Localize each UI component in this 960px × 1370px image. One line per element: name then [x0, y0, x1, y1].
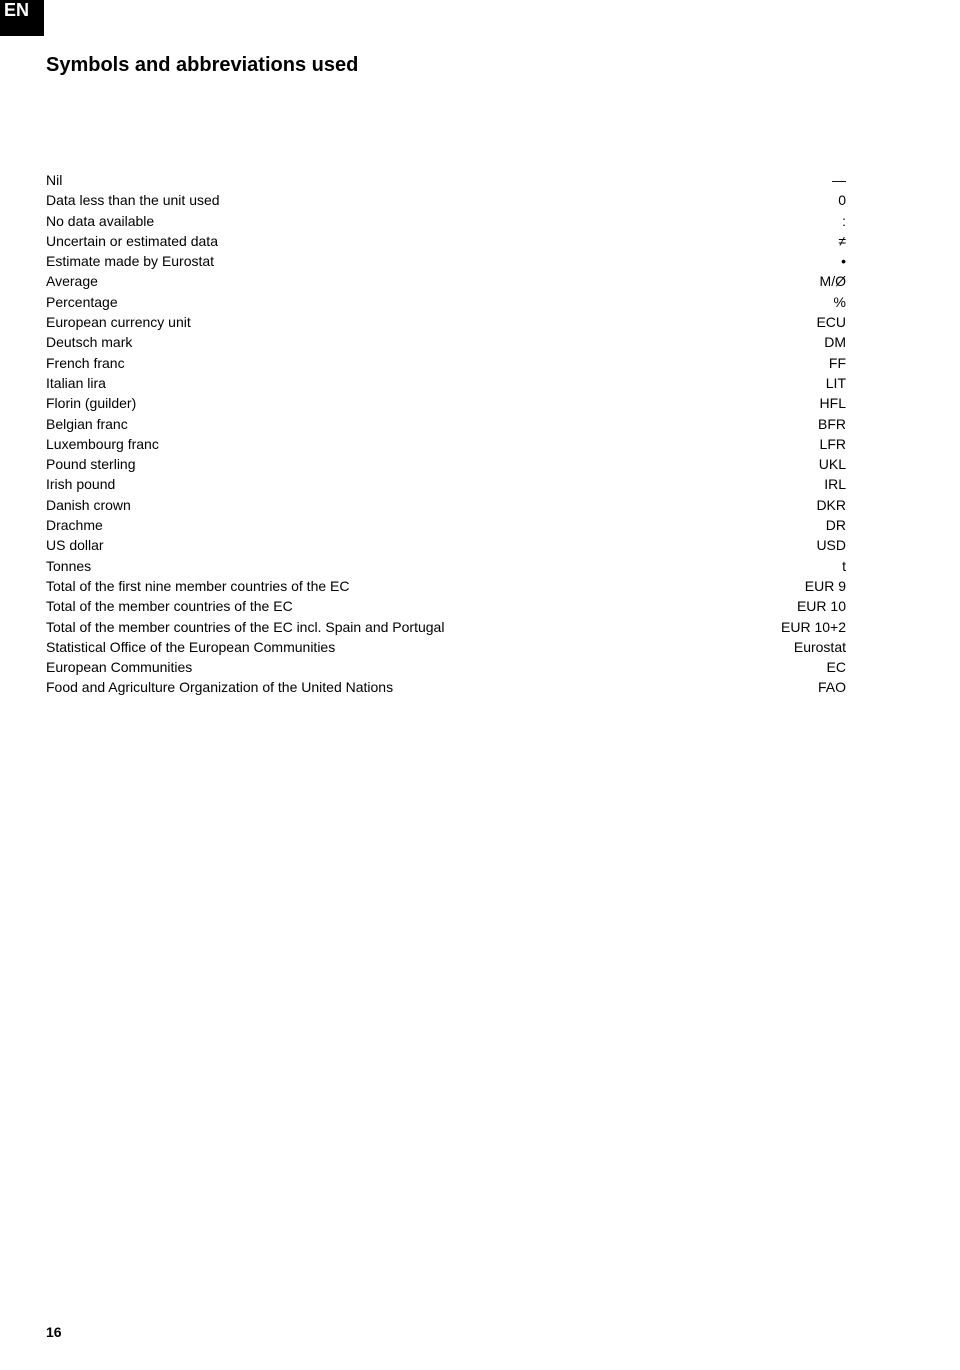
language-tab: EN	[0, 0, 44, 36]
row-symbol: :	[726, 211, 846, 231]
row-label: Danish crown	[46, 495, 726, 515]
language-tab-text: EN	[4, 0, 29, 21]
row-symbol: EUR 10+2	[726, 617, 846, 637]
page: EN Symbols and abbreviations used Nil—Da…	[0, 0, 960, 1370]
row-symbol: BFR	[726, 414, 846, 434]
table-row: Food and Agriculture Organization of the…	[46, 677, 846, 697]
row-label: Deutsch mark	[46, 332, 726, 352]
row-label: Tonnes	[46, 556, 726, 576]
table-row: Tonnest	[46, 556, 846, 576]
table-row: Uncertain or estimated data≠	[46, 231, 846, 251]
row-label: Drachme	[46, 515, 726, 535]
table-row: Total of the member countries of the ECE…	[46, 596, 846, 616]
row-symbol: ≠	[726, 231, 846, 251]
table-row: Pound sterlingUKL	[46, 454, 846, 474]
row-symbol: EUR 10	[726, 596, 846, 616]
row-label: Estimate made by Eurostat	[46, 251, 726, 271]
row-symbol: EC	[726, 657, 846, 677]
row-symbol: DKR	[726, 495, 846, 515]
row-label: Belgian franc	[46, 414, 726, 434]
row-label: Average	[46, 271, 726, 291]
table-row: European CommunitiesEC	[46, 657, 846, 677]
row-label: Total of the member countries of the EC	[46, 596, 726, 616]
table-row: US dollarUSD	[46, 535, 846, 555]
row-label: Nil	[46, 170, 726, 190]
table-row: Luxembourg francLFR	[46, 434, 846, 454]
table-row: Nil—	[46, 170, 846, 190]
row-label: French franc	[46, 353, 726, 373]
row-symbol: DR	[726, 515, 846, 535]
table-row: Belgian francBFR	[46, 414, 846, 434]
row-label: Data less than the unit used	[46, 190, 726, 210]
table-row: Danish crownDKR	[46, 495, 846, 515]
symbols-table: Nil—Data less than the unit used0No data…	[46, 170, 846, 698]
table-row: Data less than the unit used0	[46, 190, 846, 210]
row-symbol: DM	[726, 332, 846, 352]
row-label: European currency unit	[46, 312, 726, 332]
page-title: Symbols and abbreviations used	[46, 54, 358, 77]
row-symbol: USD	[726, 535, 846, 555]
row-symbol: 0	[726, 190, 846, 210]
table-row: Statistical Office of the European Commu…	[46, 637, 846, 657]
row-symbol: Eurostat	[726, 637, 846, 657]
row-label: Statistical Office of the European Commu…	[46, 637, 726, 657]
table-row: Irish poundIRL	[46, 474, 846, 494]
row-label: Luxembourg franc	[46, 434, 726, 454]
table-row: DrachmeDR	[46, 515, 846, 535]
row-symbol: —	[726, 170, 846, 190]
row-symbol: HFL	[726, 393, 846, 413]
row-label: Food and Agriculture Organization of the…	[46, 677, 726, 697]
table-row: No data available:	[46, 211, 846, 231]
table-row: AverageM/Ø	[46, 271, 846, 291]
row-symbol: EUR 9	[726, 576, 846, 596]
row-symbol: ECU	[726, 312, 846, 332]
row-symbol: FAO	[726, 677, 846, 697]
row-symbol: LIT	[726, 373, 846, 393]
table-row: French francFF	[46, 353, 846, 373]
table-row: European currency unitECU	[46, 312, 846, 332]
row-label: Total of the first nine member countries…	[46, 576, 726, 596]
row-symbol: M/Ø	[726, 271, 846, 291]
table-row: Estimate made by Eurostat•	[46, 251, 846, 271]
row-label: Italian lira	[46, 373, 726, 393]
row-symbol: %	[726, 292, 846, 312]
row-label: Irish pound	[46, 474, 726, 494]
row-label: Florin (guilder)	[46, 393, 726, 413]
table-row: Florin (guilder)HFL	[46, 393, 846, 413]
row-symbol: t	[726, 556, 846, 576]
table-row: Total of the first nine member countries…	[46, 576, 846, 596]
table-row: Percentage%	[46, 292, 846, 312]
row-label: European Communities	[46, 657, 726, 677]
row-symbol: IRL	[726, 474, 846, 494]
table-row: Deutsch markDM	[46, 332, 846, 352]
page-number: 16	[46, 1324, 62, 1340]
row-label: Percentage	[46, 292, 726, 312]
row-symbol: LFR	[726, 434, 846, 454]
table-row: Italian liraLIT	[46, 373, 846, 393]
row-label: Uncertain or estimated data	[46, 231, 726, 251]
row-symbol: UKL	[726, 454, 846, 474]
table-row: Total of the member countries of the EC …	[46, 617, 846, 637]
row-label: US dollar	[46, 535, 726, 555]
row-symbol: •	[726, 251, 846, 271]
row-symbol: FF	[726, 353, 846, 373]
row-label: Pound sterling	[46, 454, 726, 474]
row-label: Total of the member countries of the EC …	[46, 617, 726, 637]
row-label: No data available	[46, 211, 726, 231]
